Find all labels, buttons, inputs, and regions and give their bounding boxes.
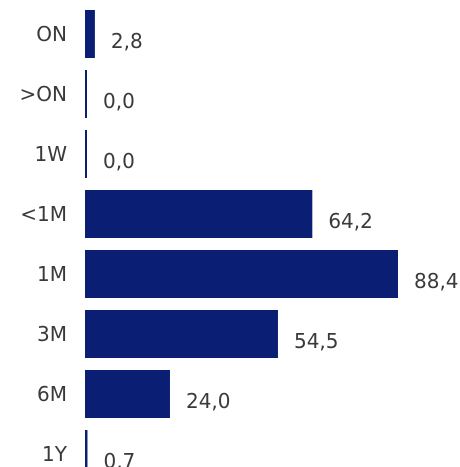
value-label: 0,7 (103, 449, 135, 467)
category-label: 6M (37, 382, 67, 406)
value-label: 64,2 (328, 209, 373, 233)
bar (85, 310, 278, 358)
value-label: 2,8 (111, 29, 143, 53)
bar (85, 430, 88, 467)
category-label: 1W (35, 142, 68, 166)
bar (85, 190, 313, 238)
value-label: 24,0 (186, 389, 231, 413)
bar (85, 130, 87, 178)
value-label: 0,0 (103, 149, 135, 173)
category-label: >ON (20, 82, 67, 106)
value-label: 0,0 (103, 89, 135, 113)
bar (85, 250, 398, 298)
category-label: <1M (20, 202, 67, 226)
category-label: ON (36, 22, 67, 46)
category-label: 1Y (42, 442, 68, 466)
bar (85, 370, 170, 418)
value-label: 88,4 (414, 269, 459, 293)
value-label: 54,5 (294, 329, 339, 353)
bar (85, 10, 95, 58)
category-label: 1M (37, 262, 67, 286)
category-label: 3M (37, 322, 67, 346)
bar (85, 70, 87, 118)
